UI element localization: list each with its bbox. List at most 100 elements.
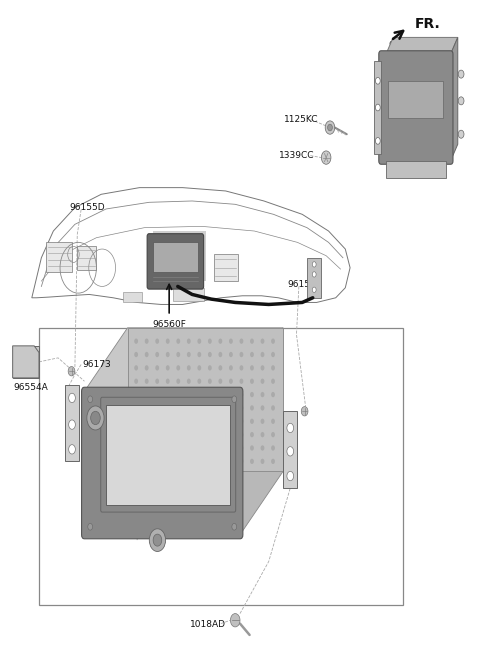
Circle shape: [250, 405, 254, 411]
Text: 96155E: 96155E: [287, 280, 321, 289]
Circle shape: [229, 432, 233, 438]
Circle shape: [458, 97, 464, 105]
Circle shape: [229, 392, 233, 397]
Circle shape: [187, 352, 191, 357]
Circle shape: [208, 446, 212, 451]
Circle shape: [166, 379, 169, 384]
Circle shape: [230, 613, 240, 627]
Text: 1339CC: 1339CC: [279, 151, 315, 160]
Circle shape: [271, 379, 275, 384]
Circle shape: [197, 419, 201, 424]
Circle shape: [271, 405, 275, 411]
Circle shape: [271, 432, 275, 438]
Circle shape: [261, 459, 264, 464]
Circle shape: [88, 396, 93, 403]
Text: 1125KC: 1125KC: [284, 115, 319, 124]
Circle shape: [208, 379, 212, 384]
Circle shape: [176, 339, 180, 344]
Circle shape: [156, 379, 159, 384]
Circle shape: [166, 365, 169, 371]
Circle shape: [261, 365, 264, 371]
Circle shape: [187, 446, 191, 451]
Circle shape: [261, 419, 264, 424]
Text: 96173: 96173: [82, 360, 111, 369]
Circle shape: [145, 392, 149, 397]
Circle shape: [287, 423, 294, 433]
Bar: [123, 292, 142, 302]
Circle shape: [312, 272, 316, 277]
Circle shape: [208, 459, 212, 464]
Circle shape: [208, 392, 212, 397]
Circle shape: [271, 365, 275, 371]
Text: 95770J: 95770J: [388, 41, 420, 50]
Circle shape: [166, 446, 169, 451]
Circle shape: [250, 392, 254, 397]
Bar: [388, 81, 444, 118]
Circle shape: [176, 392, 180, 397]
Circle shape: [166, 419, 169, 424]
Circle shape: [375, 78, 380, 84]
Circle shape: [166, 405, 169, 411]
Bar: [173, 288, 204, 301]
Circle shape: [271, 339, 275, 344]
Text: 1018AD: 1018AD: [190, 620, 226, 630]
Circle shape: [218, 459, 222, 464]
Circle shape: [218, 379, 222, 384]
Circle shape: [134, 432, 138, 438]
Circle shape: [134, 405, 138, 411]
Polygon shape: [386, 161, 446, 177]
Circle shape: [134, 419, 138, 424]
Circle shape: [145, 352, 149, 357]
Circle shape: [232, 523, 237, 530]
Circle shape: [271, 446, 275, 451]
Circle shape: [218, 392, 222, 397]
Circle shape: [240, 392, 243, 397]
Circle shape: [187, 419, 191, 424]
Circle shape: [176, 405, 180, 411]
Circle shape: [156, 352, 159, 357]
Bar: [65, 385, 79, 462]
Circle shape: [145, 405, 149, 411]
Circle shape: [176, 352, 180, 357]
Circle shape: [271, 392, 275, 397]
Circle shape: [261, 339, 264, 344]
Text: 96554A: 96554A: [13, 383, 48, 392]
Circle shape: [149, 529, 166, 551]
Circle shape: [229, 459, 233, 464]
Circle shape: [145, 365, 149, 371]
Bar: [307, 258, 322, 298]
Circle shape: [250, 446, 254, 451]
Circle shape: [197, 392, 201, 397]
Circle shape: [156, 459, 159, 464]
Circle shape: [166, 432, 169, 438]
Circle shape: [197, 339, 201, 344]
Circle shape: [218, 365, 222, 371]
Circle shape: [322, 151, 331, 165]
Bar: [12, 346, 39, 378]
Circle shape: [271, 352, 275, 357]
Circle shape: [229, 352, 233, 357]
Bar: [77, 246, 96, 270]
Circle shape: [261, 352, 264, 357]
Bar: [153, 242, 198, 272]
Circle shape: [240, 379, 243, 384]
Circle shape: [69, 445, 75, 454]
Bar: [106, 405, 230, 504]
Circle shape: [156, 365, 159, 371]
Circle shape: [145, 459, 149, 464]
Circle shape: [197, 365, 201, 371]
Circle shape: [229, 379, 233, 384]
Circle shape: [187, 432, 191, 438]
Circle shape: [134, 365, 138, 371]
Circle shape: [240, 419, 243, 424]
Circle shape: [250, 379, 254, 384]
Circle shape: [218, 432, 222, 438]
Bar: [46, 242, 72, 272]
Circle shape: [240, 446, 243, 451]
Circle shape: [250, 419, 254, 424]
Circle shape: [134, 392, 138, 397]
Circle shape: [229, 419, 233, 424]
Circle shape: [312, 287, 316, 292]
Circle shape: [208, 432, 212, 438]
Circle shape: [166, 392, 169, 397]
